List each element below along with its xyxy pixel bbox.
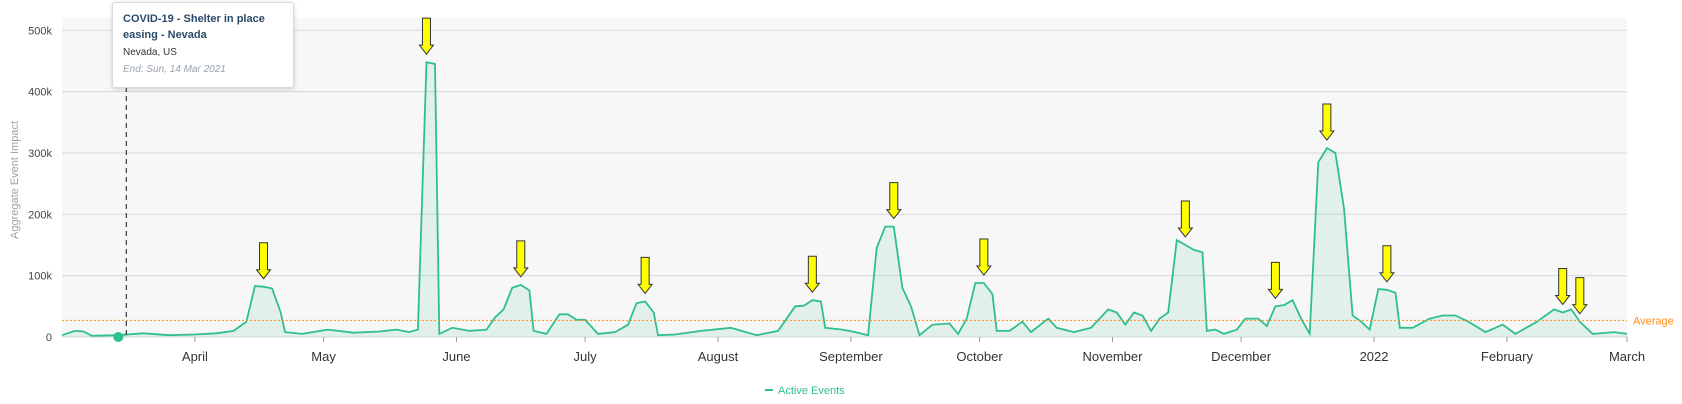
y-tick-label: 300k (28, 148, 52, 160)
x-tick-label: May (311, 349, 336, 364)
peak-arrow (637, 256, 654, 295)
x-tick-label: November (1082, 349, 1143, 364)
x-tick-label: September (819, 349, 883, 364)
peak-arrow (418, 17, 435, 55)
peak-arrow (1177, 200, 1194, 238)
peak-arrow (1554, 267, 1571, 306)
x-tick-label: July (574, 349, 598, 364)
average-label: Average (1633, 315, 1674, 327)
peak-arrow (1267, 261, 1284, 300)
x-tick-label: June (442, 349, 470, 364)
peak-arrow (255, 242, 272, 280)
y-tick-label: 200k (28, 209, 52, 221)
y-tick-label: 400k (28, 87, 52, 99)
peak-arrow (1571, 277, 1588, 315)
tooltip-end-date: End: Sun, 14 Mar 2021 (123, 64, 226, 75)
y-tick-label: 100k (28, 271, 52, 283)
y-tick-label: 500k (28, 25, 52, 37)
x-tick-label: March (1609, 349, 1645, 364)
x-tick-label: October (956, 349, 1003, 364)
x-tick-label: 2022 (1360, 349, 1389, 364)
y-axis-ticks: 0 100k 200k 300k 400k 500k (28, 25, 52, 344)
plot-background (62, 18, 1627, 337)
peak-arrow (1378, 245, 1395, 283)
x-tick-label: April (182, 349, 208, 364)
y-axis-label: Aggregate Event Impact (9, 121, 21, 239)
peak-arrow (804, 255, 821, 294)
peak-arrow (1318, 103, 1335, 141)
event-marker-dot[interactable] (113, 332, 124, 342)
x-tick-label: August (698, 349, 739, 364)
tooltip-location: Nevada, US (123, 47, 177, 58)
grid-lines (62, 29, 1627, 338)
series-line[interactable] (61, 61, 1628, 338)
x-axis-ticks: April May June July August September October No… (182, 337, 1645, 364)
y-tick-label: 0 (46, 332, 52, 344)
legend[interactable]: Active Events (765, 385, 845, 397)
peak-arrows (255, 17, 1588, 315)
x-tick-label: December (1211, 349, 1272, 364)
peak-arrow (885, 182, 902, 220)
peak-arrow (975, 238, 992, 276)
tooltip-title: COVID-19 - Shelter in place easing - Nev… (123, 13, 265, 41)
legend-label: Active Events (778, 385, 845, 397)
peak-arrow (512, 240, 529, 278)
x-tick-label: February (1481, 349, 1534, 364)
event-tooltip: COVID-19 - Shelter in place easing - Nev… (112, 2, 294, 88)
